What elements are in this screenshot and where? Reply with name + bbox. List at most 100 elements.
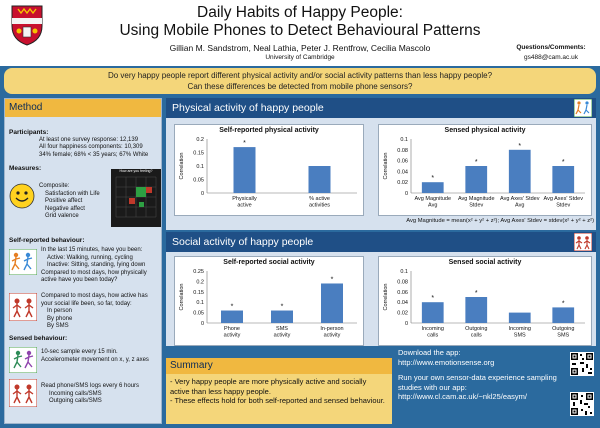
running-people-icon <box>574 99 592 117</box>
qr-code-icon[interactable] <box>570 352 594 376</box>
y-tick-label: 0 <box>405 321 408 327</box>
y-tick-label: 0.1 <box>196 164 204 170</box>
y-tick-label: 0.04 <box>397 169 408 175</box>
y-tick-label: 0.05 <box>193 178 204 184</box>
method-line: 34% female; 68% < 35 years; 67% White <box>39 151 149 158</box>
significance-marker: * <box>518 143 521 150</box>
method-line: Compared to most days, how active has <box>41 293 148 299</box>
bar <box>465 166 488 193</box>
x-tick-label: Avg <box>428 203 437 209</box>
bar <box>308 166 331 193</box>
bar <box>508 149 531 193</box>
significance-marker: * <box>243 140 246 147</box>
composite-block: Composite: Satisfaction with Life Positive… <box>39 183 109 221</box>
method-line: Outgoing calls/SMS <box>49 398 102 404</box>
social-section-heading: Social activity of happy people <box>166 232 596 252</box>
x-tick-label: activities <box>309 203 330 209</box>
mood-grid-image: How are you feeling? <box>111 169 161 227</box>
x-tick-label: Avg Magnitude <box>414 196 451 202</box>
chart-self-reported-physical: Self-reported physical activity Correlat… <box>174 124 364 216</box>
download-block: Download the app: http://www.emotionsens… <box>398 348 568 402</box>
method-line: By SMS <box>47 323 69 329</box>
method-line: Negative affect <box>45 205 85 212</box>
x-tick-label: Phone <box>224 326 240 332</box>
phone-log-people-icon <box>9 379 37 407</box>
participants-block: Participants: At least one survey respon… <box>9 129 159 159</box>
method-line: Accelerometer movement on x, y, z axes <box>41 356 149 363</box>
app-link[interactable]: http://www.emotionsense.org <box>398 357 495 367</box>
method-panel: Method Participants: At least one survey… <box>4 98 162 424</box>
y-tick-label: 0.1 <box>196 300 204 306</box>
bar <box>552 166 575 193</box>
y-axis-label: Correlation <box>179 153 185 180</box>
method-line: Composite: <box>39 183 70 189</box>
x-tick-label: Stdev <box>556 203 570 209</box>
x-tick-label: In-person <box>320 326 343 332</box>
chart-self-reported-social-plot: Correlation00.050.10.150.20.25*Phoneacti… <box>179 269 357 339</box>
y-tick-label: 0 <box>201 191 204 197</box>
x-tick-label: activity <box>324 333 341 339</box>
bar <box>221 310 243 323</box>
significance-marker: * <box>431 295 434 302</box>
experiment-link[interactable]: http://www.cl.cam.ac.uk/~nkl25/easym/ <box>398 392 528 401</box>
social-question-block: Compared to most days, how active has you… <box>41 293 161 331</box>
y-tick-label: 0.05 <box>193 311 204 317</box>
contact-info: Questions/Comments: gs488@cam.ac.uk <box>506 43 596 63</box>
y-tick-label: 0.1 <box>400 137 408 143</box>
significance-marker: * <box>231 304 234 311</box>
y-tick-label: 0.15 <box>193 151 204 157</box>
x-tick-label: Incoming <box>422 326 444 332</box>
method-line: active have you been today? <box>41 277 118 283</box>
contact-email[interactable]: gs488@cam.ac.uk <box>524 54 578 61</box>
y-axis-label: Correlation <box>383 153 389 180</box>
method-line: At least one survey response: 12,139 <box>39 136 139 143</box>
summary-point: - These effects hold for both self-repor… <box>170 396 385 405</box>
y-tick-label: 0.04 <box>397 300 408 306</box>
university-crest-logo <box>11 5 43 46</box>
significance-marker: * <box>281 304 284 311</box>
significance-marker: * <box>475 290 478 297</box>
y-tick-label: 0.1 <box>400 269 408 275</box>
chart-sensed-social-plot: Correlation 0 0.02 0.04 0.06 0.08 0.1 * Incoming… <box>383 269 585 339</box>
bar <box>508 312 531 323</box>
method-heading: Method <box>5 99 161 117</box>
significance-marker: * <box>562 159 565 166</box>
chart-sensed-physical: Sensed physical activity Correlation 0 0.0… <box>378 124 592 216</box>
x-tick-label: SMS <box>276 326 288 332</box>
y-tick-label: 0.08 <box>397 148 408 154</box>
y-axis-label: Correlation <box>179 284 185 311</box>
bar <box>321 283 343 323</box>
y-tick-label: 0.2 <box>196 279 204 285</box>
qr-code-icon[interactable] <box>570 392 594 416</box>
bar <box>271 310 293 323</box>
x-tick-label: SMS <box>557 333 569 339</box>
method-line: Grid valence <box>45 213 79 219</box>
bar <box>233 147 256 193</box>
x-tick-label: SMS <box>514 333 526 339</box>
formula-note: Avg Magnitude = mean(x² + y² + z²); Avg … <box>360 218 596 225</box>
bar <box>552 307 575 323</box>
social-people-icon <box>574 233 592 251</box>
bar <box>465 297 488 323</box>
x-tick-label: Outgoing <box>465 326 487 332</box>
physical-section-heading: Physical activity of happy people <box>166 98 596 118</box>
y-tick-label: 0.08 <box>397 279 408 285</box>
self-reported-label: Self-reported behaviour: <box>9 237 85 244</box>
measures-label: Measures: <box>9 165 42 172</box>
significance-marker: * <box>331 276 334 283</box>
chart-title: Sensed physical activity <box>444 127 526 134</box>
poster-title: Daily Habits of Happy People: Using Mobi… <box>119 4 481 39</box>
accelerometer-people-icon <box>9 347 37 373</box>
mood-grid-icon <box>115 176 157 218</box>
bar <box>421 182 444 193</box>
significance-marker: * <box>431 175 434 182</box>
method-line: By phone <box>47 315 73 322</box>
x-tick-label: Physically <box>232 196 257 202</box>
y-tick-label: 0.2 <box>196 137 204 143</box>
x-tick-label: Avg Axes' Stdev <box>544 196 584 202</box>
x-tick-label: Avg Magnitude <box>458 196 495 202</box>
method-body: Participants: At least one survey respon… <box>5 117 161 423</box>
chart-self-reported-social: Self-reported social activity Correlatio… <box>174 256 364 346</box>
x-tick-label: Avg <box>515 203 524 209</box>
y-tick-label: 0.15 <box>193 290 204 296</box>
